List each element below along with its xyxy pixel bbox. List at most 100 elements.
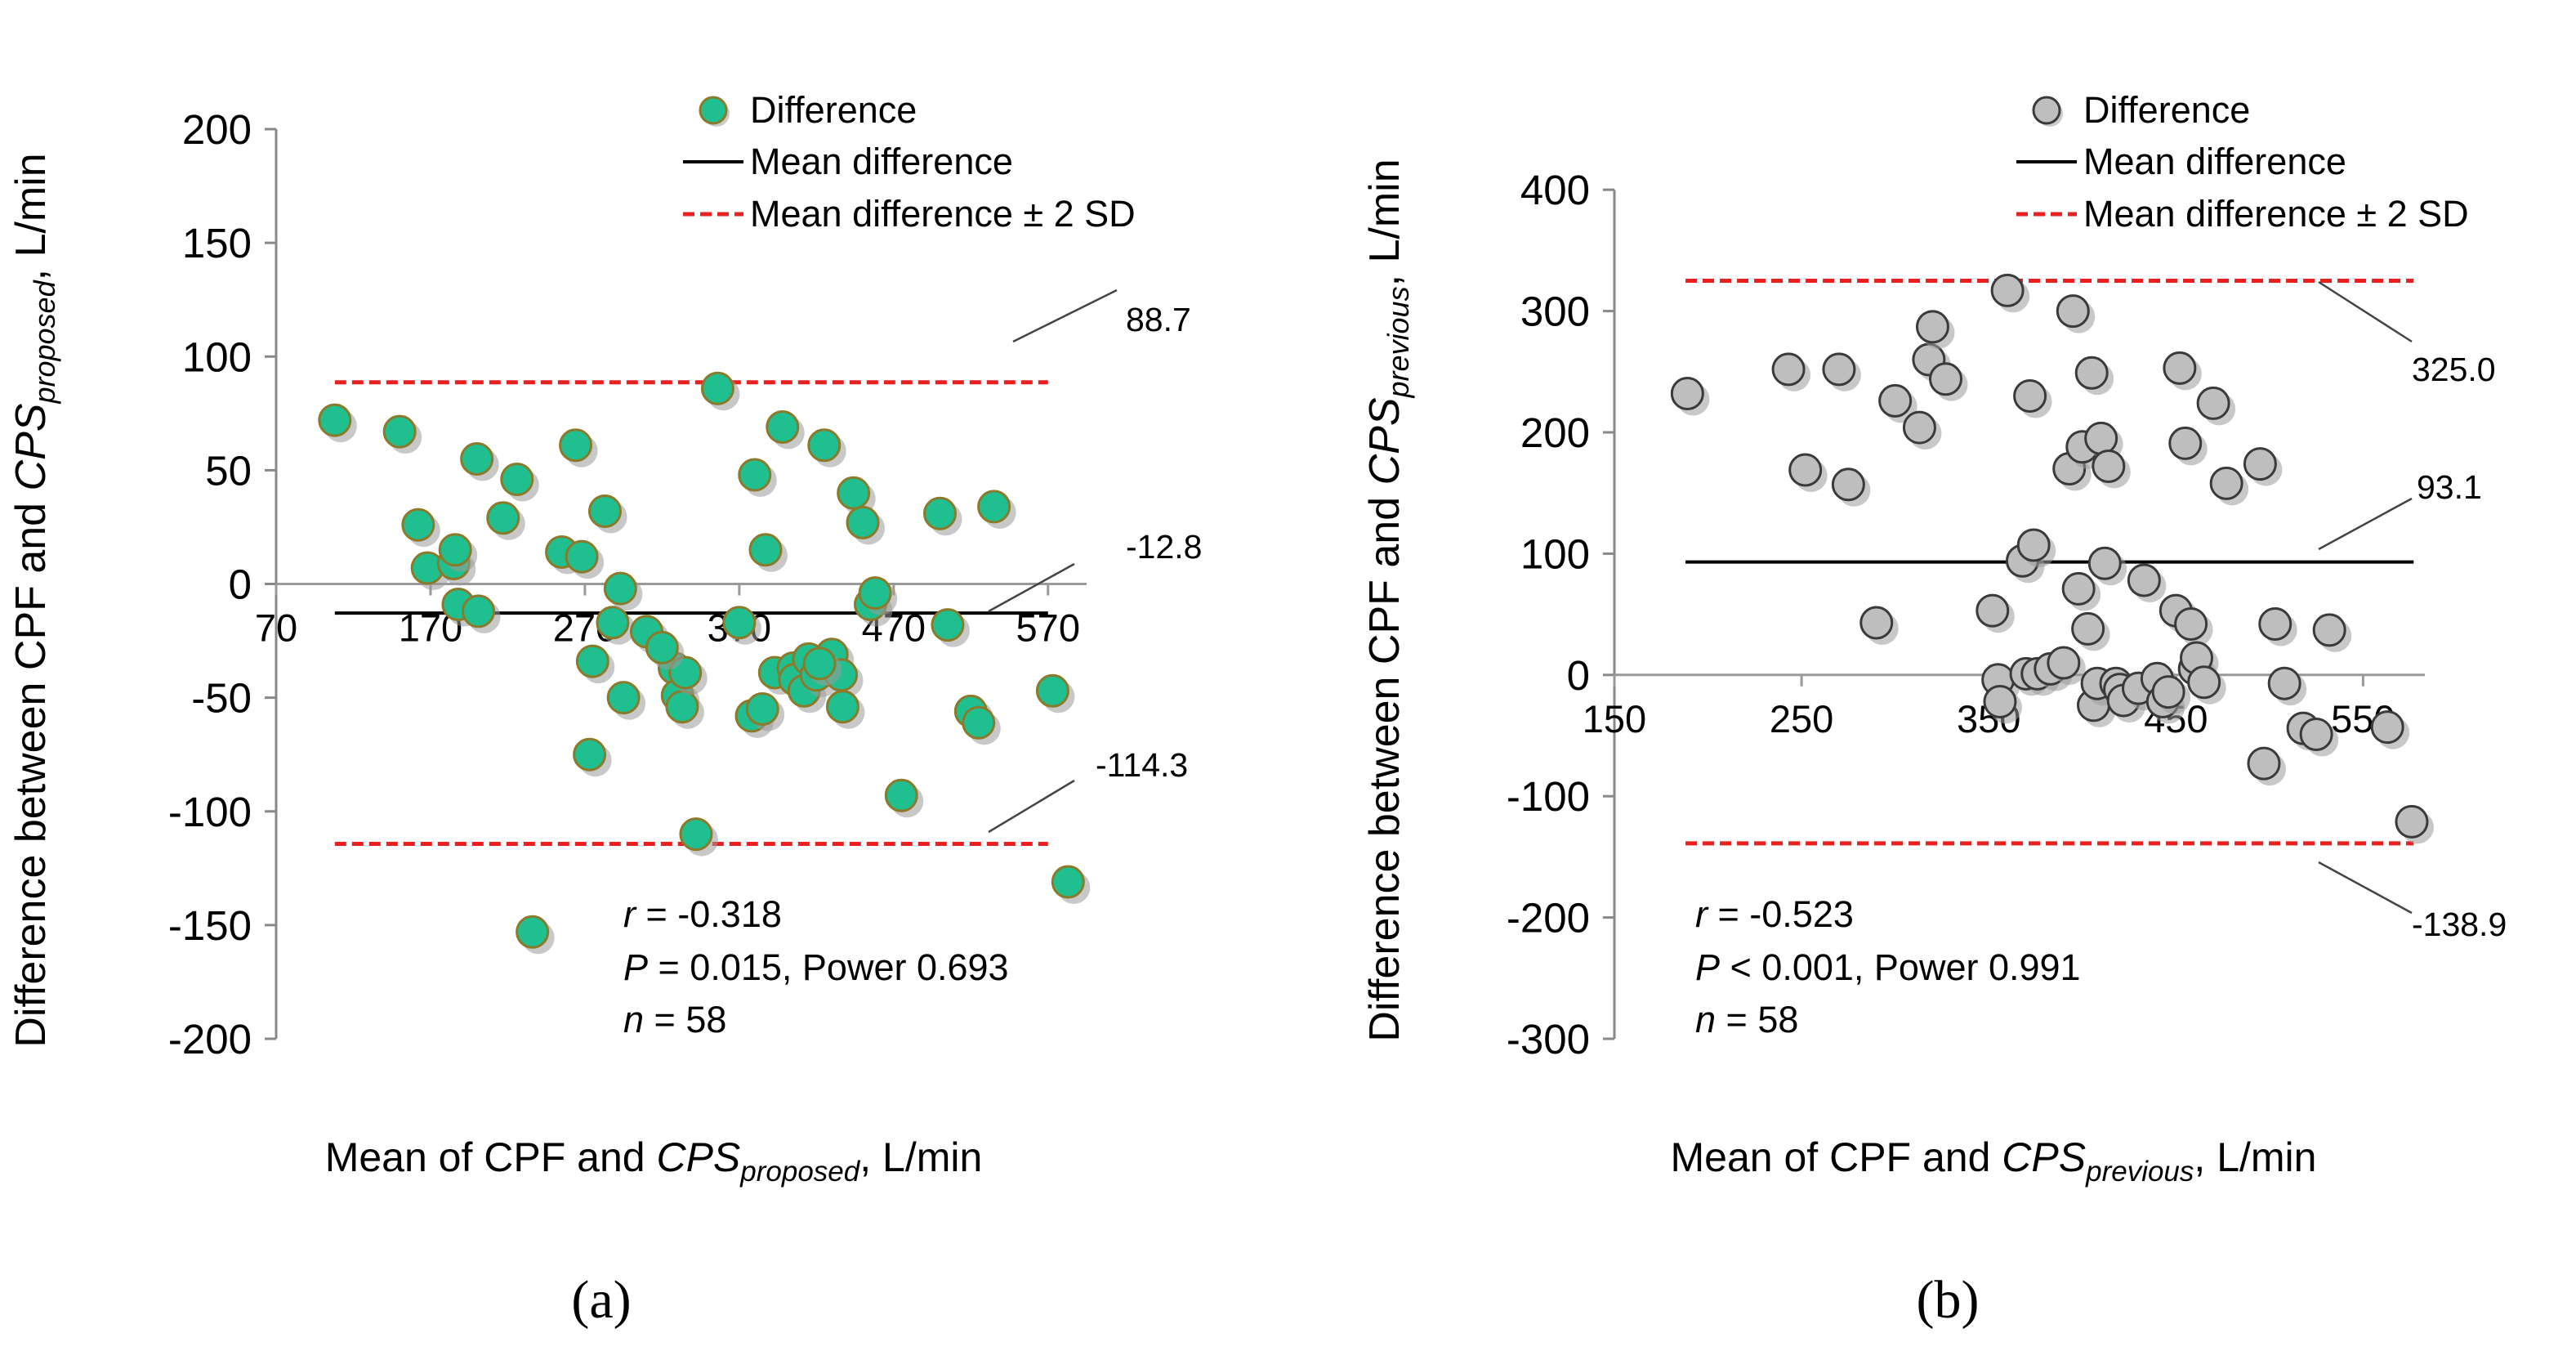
x-axis-label-var: CPS: [2002, 1134, 2086, 1180]
leader-line: [2318, 280, 2413, 343]
data-point: [2267, 666, 2301, 700]
y-axis-label-sub: proposed: [28, 280, 61, 404]
data-point: [2247, 746, 2281, 781]
data-point: [1983, 684, 2017, 718]
stats-r-symbol: r: [623, 893, 637, 935]
data-point: [846, 505, 880, 539]
data-point: [2163, 351, 2197, 385]
data-point: [1771, 352, 1806, 387]
x-axis-label-text: Mean of CPF and: [325, 1134, 657, 1180]
y-tick-label: -300: [1507, 1016, 1590, 1062]
leader-line: [988, 562, 1075, 613]
x-tick-label: 250: [1770, 697, 1833, 740]
legend-label: Mean difference ± 2 SD: [750, 193, 1136, 235]
data-point: [318, 403, 352, 437]
data-point: [922, 496, 957, 530]
legend-label: Difference: [2083, 89, 2250, 131]
leader-line: [2318, 497, 2413, 551]
y-tick-label: 200: [182, 106, 252, 153]
y-tick-label: -200: [168, 1016, 252, 1062]
data-point: [2187, 665, 2221, 700]
data-point: [2016, 528, 2051, 562]
data-point: [2087, 546, 2122, 580]
panel-label: (a): [571, 1270, 631, 1330]
data-point: [1822, 352, 1856, 387]
x-tick-label: 150: [1583, 697, 1646, 740]
stats-p-value: < 0.001, Power 0.991: [1720, 946, 2081, 988]
y-tick-label: -50: [191, 675, 252, 722]
data-point: [825, 690, 859, 724]
lower-loa-label: -114.3: [1096, 746, 1188, 784]
y-tick-label: -150: [168, 902, 252, 949]
x-axis-label-var: CPS: [656, 1134, 740, 1180]
y-tick-label: 100: [182, 333, 252, 380]
y-axis-label-unit: , L/min: [7, 153, 55, 280]
data-point: [2168, 426, 2203, 460]
y-tick-label: 0: [229, 561, 252, 608]
data-point: [2243, 447, 2277, 481]
data-point: [977, 490, 1011, 524]
legend-label: Mean difference ± 2 SD: [2083, 193, 2469, 235]
x-axis-label: Mean of CPF and CPSproposed, L/min: [325, 1134, 983, 1188]
x-axis-label-sub: previous: [2085, 1156, 2194, 1188]
leader-line: [988, 779, 1075, 834]
data-point: [2127, 563, 2161, 597]
mean-difference-label: 93.1: [2417, 468, 2482, 506]
data-point: [1831, 467, 1865, 502]
data-point: [2174, 606, 2208, 641]
legend: Difference Mean difference Mean difference…: [2016, 89, 2469, 235]
data-point: [2299, 718, 2333, 752]
y-tick-label: 150: [182, 220, 252, 266]
data-point: [1859, 606, 1894, 640]
x-tick-label: 70: [255, 606, 297, 650]
data-point: [1915, 310, 1949, 344]
data-point: [2084, 421, 2118, 455]
data-point: [1788, 453, 1823, 487]
data-point: [1670, 377, 1704, 411]
y-axis-label-sub: previous: [1382, 286, 1415, 398]
data-point: [516, 915, 550, 949]
y-tick-label: -100: [1507, 773, 1590, 820]
data-point: [2013, 378, 2047, 413]
data-point: [884, 778, 918, 812]
y-tick-label: 50: [205, 447, 252, 494]
panel-a: 200150100500-50-100-150-2007017027037047…: [7, 89, 1202, 1330]
y-tick-label: 300: [1520, 289, 1590, 335]
upper-loa-label: 325.0: [2412, 351, 2496, 388]
data-point: [587, 494, 622, 528]
leader-line: [1012, 289, 1118, 343]
data-point: [665, 690, 699, 724]
stats-p: P < 0.001, Power 0.991: [1695, 946, 2081, 988]
data-point: [679, 817, 713, 852]
y-axis-label-var: CPS: [7, 403, 55, 490]
data-point: [807, 428, 842, 463]
stats-p-symbol: P: [623, 946, 648, 988]
panel-b: 4003002001000-100-200-300150250350450550…: [1361, 89, 2507, 1330]
data-point: [1990, 273, 2025, 307]
y-tick-label: -100: [168, 789, 252, 835]
y-axis-label-text: Difference between CPF and: [7, 490, 55, 1047]
x-axis-label: Mean of CPF and CPSprevious, L/min: [1671, 1134, 2317, 1188]
data-point: [606, 681, 641, 715]
data-point: [802, 646, 837, 681]
data-point: [2258, 606, 2293, 641]
data-point: [438, 533, 472, 567]
legend-label: Mean difference: [750, 141, 1013, 182]
y-tick-label: 0: [1567, 652, 1590, 699]
data-point: [645, 630, 679, 664]
x-axis-label-unit: , L/min: [2194, 1134, 2316, 1180]
data-point: [837, 476, 871, 510]
stats-p: P = 0.015, Power 0.693: [623, 946, 1009, 988]
data-point: [2151, 675, 2185, 709]
data-point: [1051, 865, 1085, 899]
data-point: [2056, 294, 2090, 329]
mean-difference-label: -12.8: [1126, 528, 1202, 566]
x-axis-label-sub: proposed: [739, 1156, 860, 1188]
data-point: [382, 414, 417, 449]
data-point: [2209, 466, 2243, 500]
data-point: [2047, 646, 2081, 680]
data-point: [596, 606, 630, 640]
legend-marker: [2032, 96, 2061, 125]
stats-r-symbol: r: [1695, 893, 1709, 935]
